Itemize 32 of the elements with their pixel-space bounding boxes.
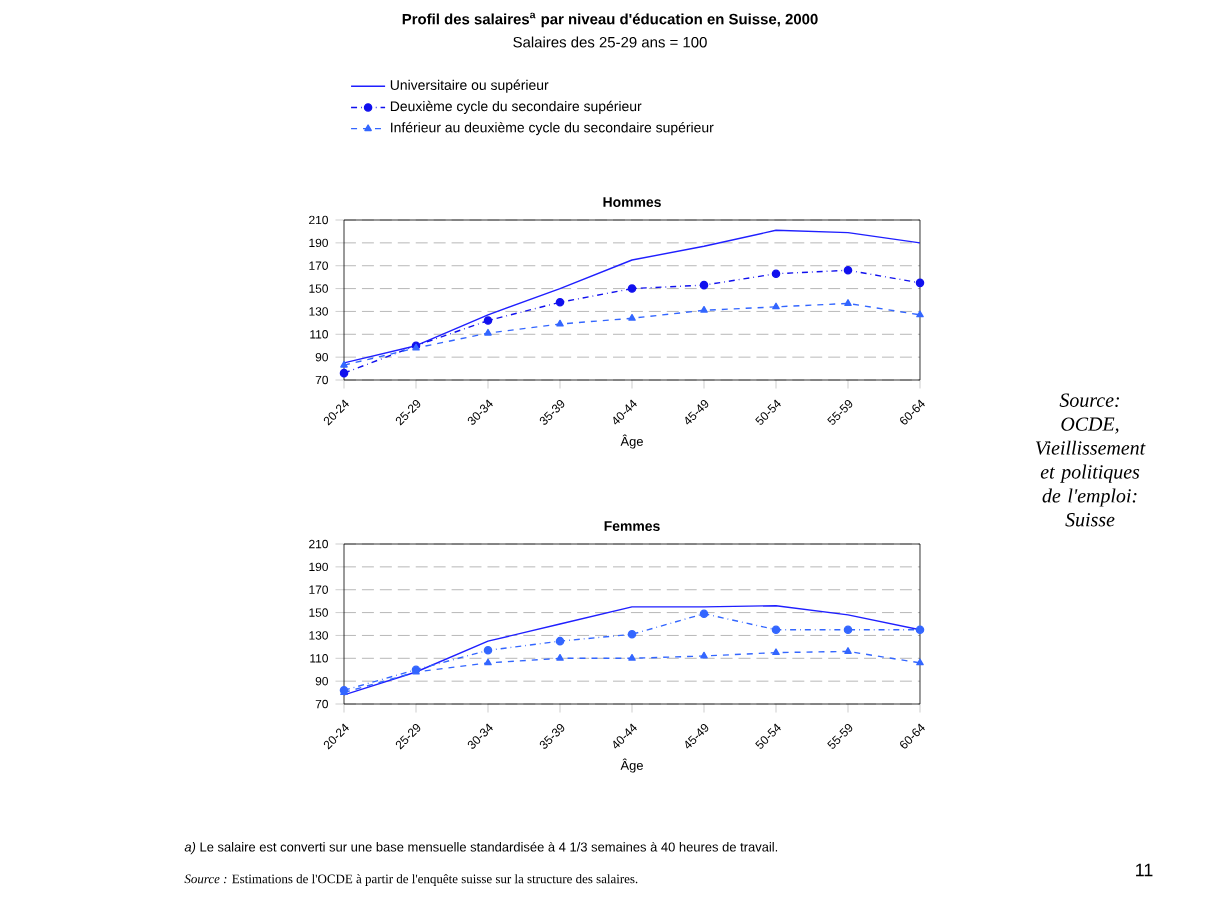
point — [772, 648, 780, 656]
point — [700, 651, 708, 659]
point — [699, 280, 709, 290]
point — [700, 306, 708, 313]
point — [844, 647, 852, 654]
point — [628, 654, 636, 661]
point — [483, 316, 493, 325]
point — [627, 630, 637, 639]
point — [843, 266, 853, 275]
point — [483, 646, 493, 655]
point — [484, 658, 492, 666]
point — [772, 302, 780, 310]
point — [340, 360, 348, 368]
point — [915, 278, 925, 288]
point — [556, 654, 564, 661]
point — [484, 328, 492, 336]
point — [555, 636, 565, 646]
point — [628, 314, 636, 321]
point — [771, 625, 781, 635]
point — [916, 658, 924, 666]
point — [555, 298, 565, 307]
point — [915, 625, 925, 635]
point — [339, 368, 349, 378]
point — [627, 284, 637, 293]
point — [844, 299, 852, 306]
point — [916, 310, 924, 318]
text: 11 — [1136, 863, 1153, 877]
point — [699, 609, 709, 619]
point — [771, 269, 781, 278]
text: Source: OCDE, Vieillissement et politiques de l'emploi: Suisse — [1035, 393, 1146, 527]
point — [843, 625, 853, 635]
point — [556, 319, 564, 327]
